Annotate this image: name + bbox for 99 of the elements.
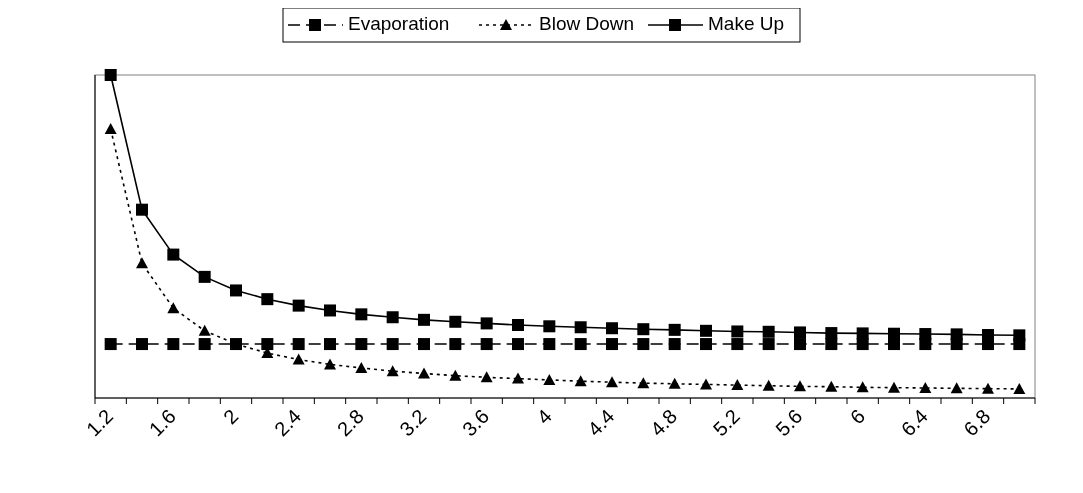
point	[292, 353, 305, 365]
point	[324, 358, 336, 370]
point	[762, 325, 775, 338]
point	[762, 338, 775, 351]
point	[700, 338, 712, 351]
point	[606, 338, 618, 351]
point	[825, 338, 838, 351]
point	[355, 361, 368, 373]
x-tick-label: 6.4	[896, 405, 932, 441]
point	[104, 338, 117, 351]
point	[480, 338, 493, 351]
point	[449, 369, 462, 381]
point	[449, 315, 462, 328]
point	[731, 325, 744, 338]
point	[1013, 329, 1026, 342]
point	[700, 324, 712, 337]
point	[324, 304, 336, 317]
point	[668, 338, 681, 351]
x-tick-label: 4.8	[646, 405, 682, 441]
x-tick-label: 1.2	[82, 405, 118, 441]
point	[136, 338, 148, 351]
point	[543, 373, 556, 385]
point	[731, 338, 744, 351]
point	[982, 382, 994, 394]
point	[574, 338, 587, 351]
point	[480, 371, 493, 383]
point	[355, 308, 368, 321]
point	[888, 327, 900, 340]
point	[950, 328, 963, 341]
point	[386, 338, 399, 351]
point	[574, 321, 587, 334]
x-tick-label: 2.4	[270, 405, 306, 441]
point	[261, 338, 274, 351]
legend-label: Blow Down	[539, 13, 635, 35]
point	[512, 372, 524, 384]
point	[888, 381, 900, 393]
point	[950, 382, 963, 394]
point	[261, 293, 274, 306]
x-tick-label: 1.6	[144, 405, 180, 441]
point	[606, 376, 618, 388]
point	[386, 311, 399, 324]
x-tick-label: 6.8	[959, 405, 995, 441]
x-tick-label: 2	[219, 405, 243, 429]
point	[919, 381, 932, 393]
point	[637, 377, 650, 389]
point	[574, 375, 587, 387]
point	[480, 317, 493, 330]
point	[167, 302, 180, 314]
point	[668, 323, 681, 336]
point	[418, 367, 430, 379]
point	[825, 327, 838, 340]
point	[762, 379, 775, 391]
legend-label: Evaporation	[348, 13, 450, 35]
x-tick-label: 6	[845, 405, 870, 429]
point	[136, 203, 148, 216]
x-tick-label: 3.2	[395, 405, 431, 441]
point	[700, 378, 712, 390]
point	[104, 69, 117, 81]
point	[355, 338, 368, 351]
point	[856, 327, 869, 340]
point	[919, 328, 932, 341]
point	[543, 320, 556, 333]
point	[449, 338, 462, 351]
point	[418, 338, 430, 351]
point	[543, 338, 556, 351]
x-tick-label: 5.6	[771, 405, 807, 441]
point	[731, 379, 744, 391]
point	[230, 284, 242, 297]
point	[418, 313, 430, 326]
point	[292, 299, 305, 312]
point	[136, 257, 148, 269]
x-tick-label: 3.6	[458, 405, 494, 441]
x-tick-label: 2.8	[332, 405, 368, 441]
point	[386, 365, 399, 377]
point	[794, 338, 806, 351]
point	[606, 322, 618, 335]
legend-label: Make Up	[708, 13, 785, 35]
point	[856, 381, 869, 393]
point	[856, 338, 869, 351]
point	[292, 338, 305, 351]
point	[512, 338, 524, 351]
point	[198, 338, 211, 351]
x-tick-label: 5.2	[708, 405, 744, 441]
point	[167, 248, 180, 261]
point	[1013, 382, 1026, 394]
x-tick-label: 4	[532, 405, 556, 429]
point	[198, 270, 211, 283]
point	[324, 338, 336, 351]
point	[794, 380, 806, 392]
point	[668, 377, 681, 389]
point	[512, 319, 524, 331]
point	[198, 324, 211, 336]
point	[104, 122, 117, 134]
point	[637, 323, 650, 336]
point	[167, 338, 180, 351]
x-tick-label: 4.4	[583, 405, 619, 441]
point	[825, 380, 838, 392]
point	[794, 326, 806, 339]
point	[637, 338, 650, 351]
